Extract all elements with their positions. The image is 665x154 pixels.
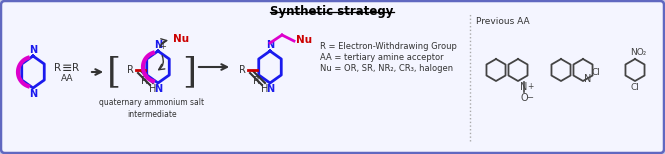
Text: Cl: Cl bbox=[591, 67, 600, 77]
Text: Nu: Nu bbox=[296, 35, 312, 45]
Text: H: H bbox=[261, 84, 269, 94]
Text: N: N bbox=[520, 82, 528, 92]
Text: Previous AA: Previous AA bbox=[476, 17, 529, 26]
Text: Synthetic strategy: Synthetic strategy bbox=[270, 5, 394, 18]
Text: R: R bbox=[140, 76, 148, 86]
Text: N: N bbox=[29, 89, 37, 99]
Text: R: R bbox=[55, 63, 62, 73]
Text: N: N bbox=[266, 40, 274, 50]
Text: N: N bbox=[266, 84, 274, 94]
Text: R: R bbox=[72, 63, 80, 73]
Text: NO: NO bbox=[630, 48, 644, 57]
Text: Cl: Cl bbox=[630, 83, 640, 92]
Text: AA = tertiary amine acceptor: AA = tertiary amine acceptor bbox=[320, 53, 444, 61]
Text: R = Electron-Withdrawing Group: R = Electron-Withdrawing Group bbox=[320, 41, 457, 51]
Text: quaternary ammonium salt
intermediate: quaternary ammonium salt intermediate bbox=[100, 98, 205, 119]
Text: R: R bbox=[253, 76, 259, 86]
Text: R: R bbox=[126, 65, 134, 75]
Text: N: N bbox=[154, 84, 162, 94]
Text: H: H bbox=[150, 84, 157, 94]
Text: Nu: Nu bbox=[173, 34, 189, 44]
Text: N: N bbox=[154, 40, 162, 50]
Text: ₂: ₂ bbox=[642, 48, 646, 57]
Text: R: R bbox=[239, 65, 245, 75]
Text: N: N bbox=[29, 45, 37, 55]
Text: −: − bbox=[527, 93, 533, 102]
Text: +: + bbox=[160, 41, 166, 51]
Text: O: O bbox=[520, 93, 528, 103]
Text: Nu = OR, SR, NR₂, CR₃, halogen: Nu = OR, SR, NR₂, CR₃, halogen bbox=[320, 63, 453, 73]
Text: ]: ] bbox=[182, 55, 196, 89]
Text: N: N bbox=[584, 74, 591, 84]
Text: ≡: ≡ bbox=[62, 61, 72, 75]
Text: [: [ bbox=[107, 55, 121, 89]
Text: +: + bbox=[527, 82, 533, 91]
Text: AA: AA bbox=[61, 73, 73, 83]
